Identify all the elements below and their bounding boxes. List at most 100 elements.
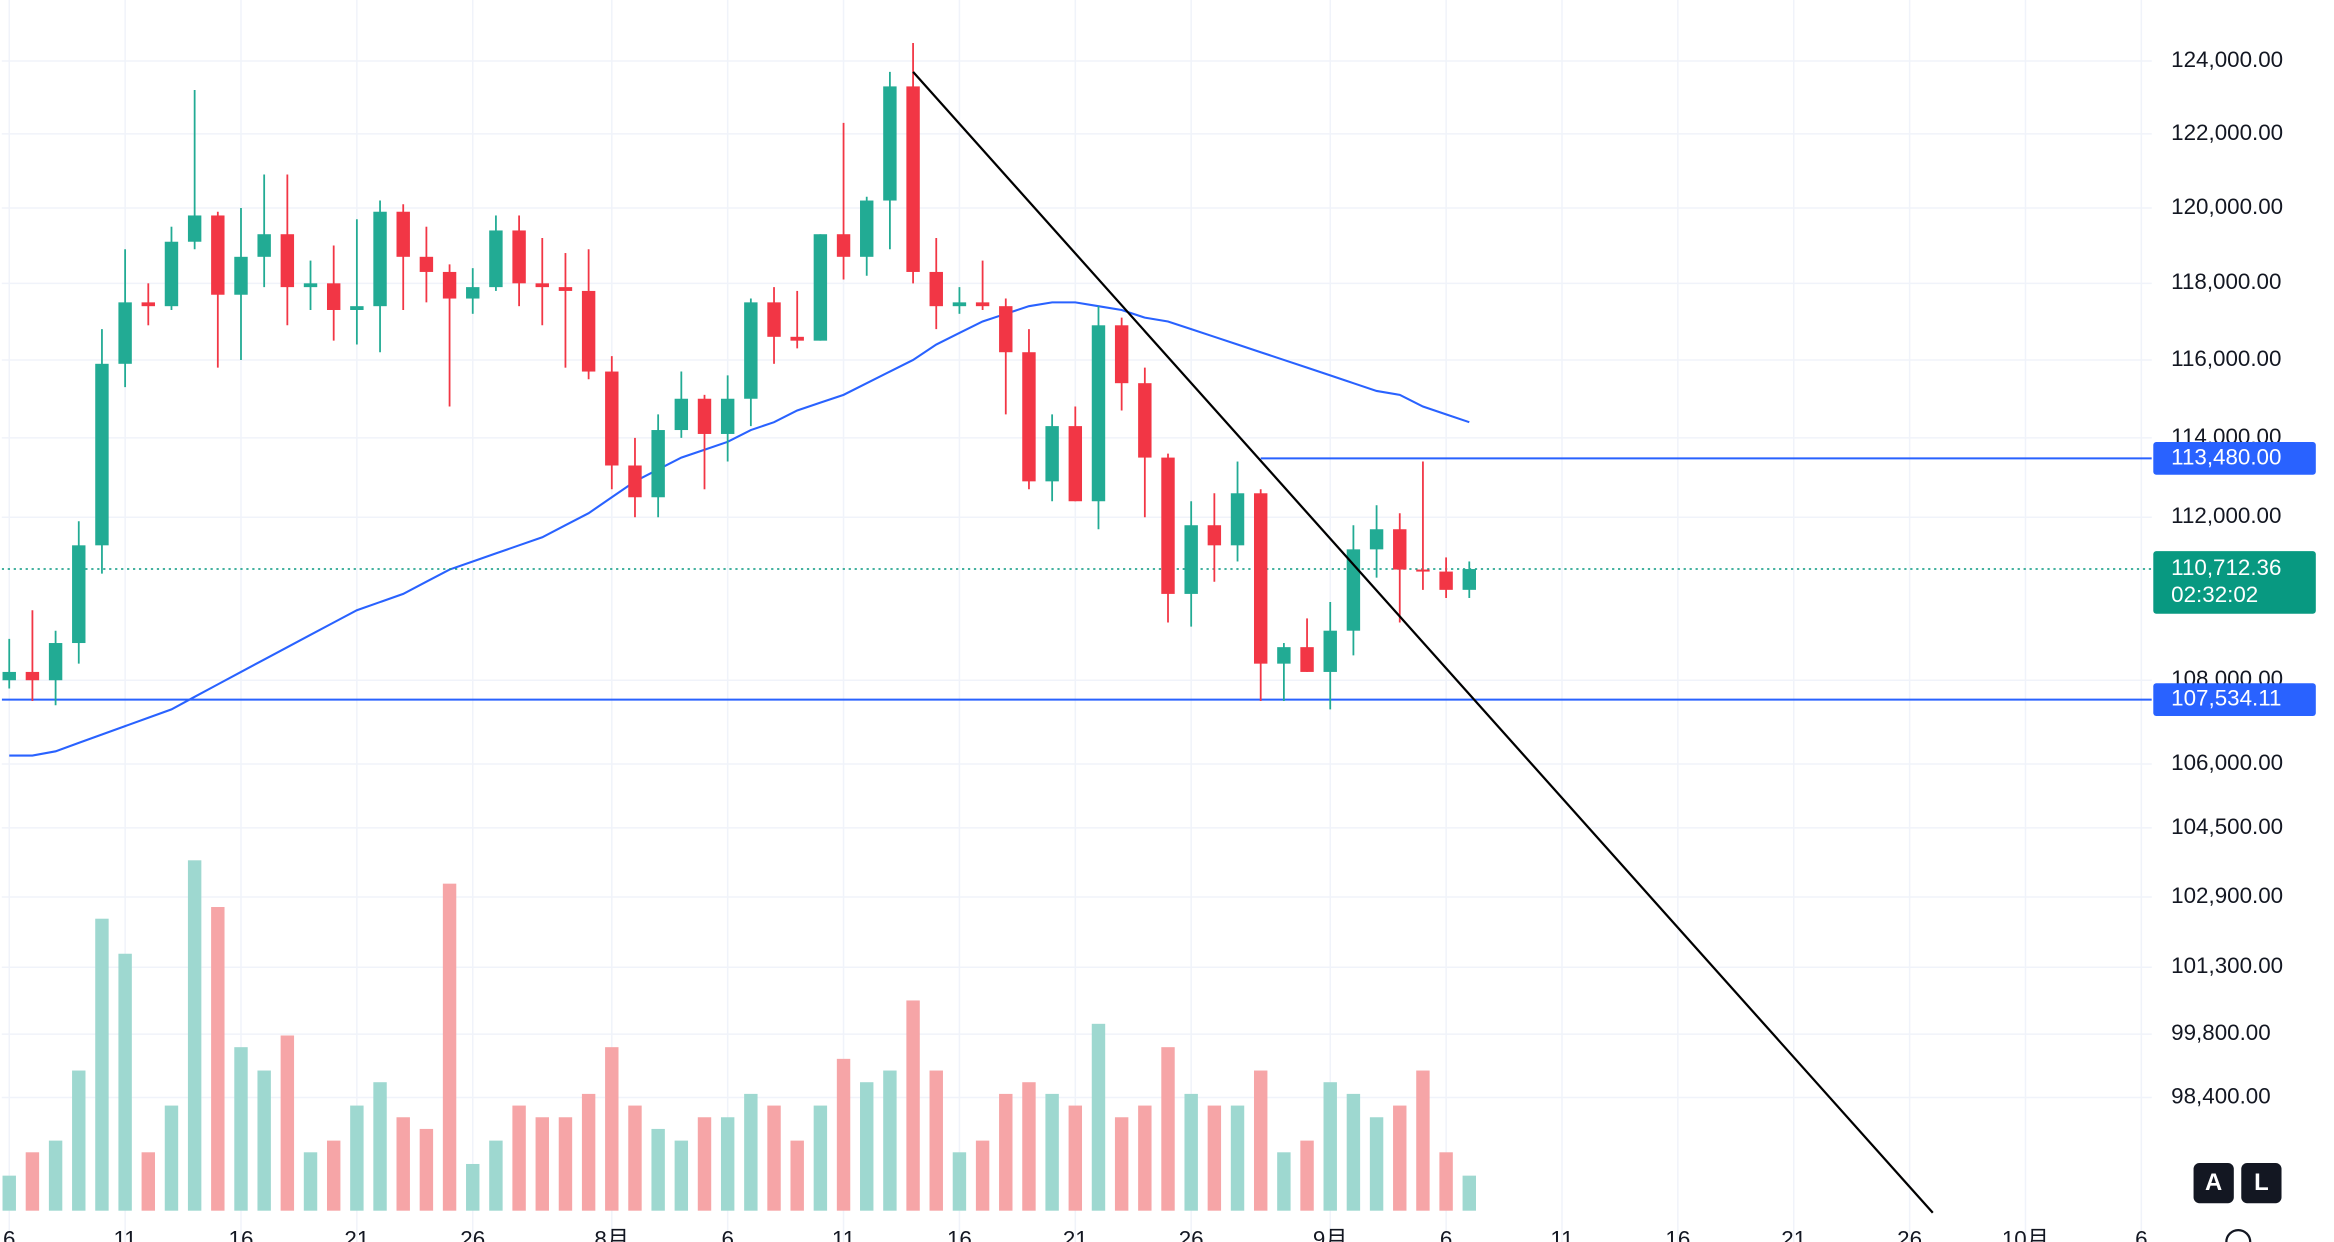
candle-body bbox=[1300, 647, 1314, 672]
x-tick-label: 6 bbox=[3, 1226, 15, 1242]
volume-bar bbox=[1068, 1105, 1083, 1211]
volume-bar bbox=[952, 1152, 967, 1211]
candle-body bbox=[1207, 525, 1222, 546]
grid bbox=[1, 0, 2152, 1242]
candle-body bbox=[999, 306, 1013, 353]
candle-body bbox=[1022, 352, 1036, 482]
candle-body bbox=[326, 283, 341, 310]
current-price-label: 110,712.36 bbox=[2171, 555, 2281, 580]
price-tag bbox=[2153, 683, 2316, 717]
candle-body bbox=[141, 302, 156, 307]
candle-body bbox=[25, 671, 40, 681]
price-axis: 6 11 16 21 26 8月 6 11 16 21 26 9月 6 11 16 21 26 10月 6 124,0… bbox=[3, 47, 2283, 1242]
volume-bar bbox=[141, 1152, 156, 1211]
volume-bar bbox=[790, 1140, 804, 1211]
candle-body bbox=[234, 256, 248, 295]
y-tick-label: 120,000.00 bbox=[2171, 194, 2283, 219]
candle-body bbox=[396, 211, 410, 257]
candle-body bbox=[1346, 549, 1361, 631]
scale-button-label: L bbox=[2254, 1169, 2269, 1196]
settings-icon[interactable] bbox=[2225, 1228, 2252, 1242]
scale-button[interactable] bbox=[2193, 1162, 2234, 1204]
volume-bar bbox=[906, 1000, 920, 1211]
candle-body bbox=[1323, 630, 1337, 672]
candle-body bbox=[929, 271, 943, 307]
volume-bar bbox=[48, 1140, 63, 1211]
candle-body bbox=[1462, 569, 1476, 590]
volume-bar bbox=[350, 1105, 364, 1211]
candle-body bbox=[1393, 529, 1407, 570]
x-tick-label: 26 bbox=[1179, 1226, 1204, 1242]
candle-body bbox=[605, 371, 619, 466]
volume-bar bbox=[558, 1117, 573, 1211]
candle-body bbox=[164, 241, 179, 307]
volume-bar bbox=[674, 1140, 689, 1211]
candle-body bbox=[790, 336, 804, 341]
scale-button[interactable] bbox=[2241, 1162, 2282, 1204]
candle-body bbox=[1184, 525, 1198, 594]
volume-bar bbox=[1439, 1152, 1453, 1211]
trendline bbox=[912, 71, 1934, 1214]
candle-body bbox=[744, 302, 758, 399]
volume-bar bbox=[883, 1070, 897, 1211]
candle-body bbox=[558, 287, 573, 291]
volume-bar bbox=[1207, 1105, 1222, 1211]
candle-body bbox=[257, 234, 271, 257]
y-tick-label: 118,000.00 bbox=[2171, 269, 2281, 294]
x-tick-label: 16 bbox=[947, 1226, 972, 1242]
volume-bar bbox=[280, 1035, 295, 1211]
candle-body bbox=[442, 271, 457, 299]
candle-body bbox=[1138, 383, 1152, 458]
moving-average bbox=[9, 301, 1470, 757]
candle-body bbox=[581, 290, 596, 372]
candle-body bbox=[187, 215, 202, 242]
volume-bar bbox=[1462, 1175, 1476, 1211]
candle-body bbox=[211, 215, 225, 295]
volume-bar bbox=[442, 883, 457, 1211]
volume-bar bbox=[1230, 1105, 1245, 1211]
volume-bar bbox=[1323, 1082, 1337, 1211]
volume-bar bbox=[95, 918, 109, 1211]
candle-body bbox=[1114, 325, 1129, 384]
candle-body bbox=[1416, 569, 1430, 572]
y-tick-label: 124,000.00 bbox=[2171, 47, 2283, 72]
volume-bar bbox=[257, 1070, 271, 1211]
volume-bar bbox=[211, 907, 225, 1211]
volume-bar bbox=[535, 1117, 549, 1211]
x-tick-label: 16 bbox=[229, 1226, 254, 1242]
x-tick-label: 16 bbox=[1665, 1226, 1690, 1242]
volume-bar bbox=[1114, 1117, 1129, 1211]
volume-bar bbox=[1184, 1093, 1198, 1211]
y-tick-label: 106,000.00 bbox=[2171, 750, 2283, 775]
candle-body bbox=[836, 234, 851, 257]
candle-body bbox=[1161, 457, 1175, 594]
volume-bar bbox=[1277, 1152, 1291, 1211]
candle-body bbox=[512, 230, 526, 284]
volume-bar bbox=[651, 1128, 665, 1211]
volume-bar bbox=[581, 1093, 596, 1211]
candle-body bbox=[280, 234, 295, 288]
price-tag-label: 107,534.11 bbox=[2171, 686, 2281, 711]
candle-body bbox=[2, 671, 16, 681]
x-tick-label: 10月 bbox=[2002, 1226, 2049, 1242]
candle-body bbox=[1045, 426, 1059, 482]
candle-body bbox=[813, 234, 828, 341]
current-price-tag bbox=[2153, 551, 2316, 614]
candle-body bbox=[1230, 493, 1245, 546]
candle-body bbox=[883, 86, 897, 201]
plot-area bbox=[1, 42, 2152, 1214]
volume-bar bbox=[1253, 1070, 1268, 1211]
x-tick-label: 21 bbox=[344, 1226, 369, 1242]
volume-bar bbox=[466, 1163, 480, 1211]
price-tag-label: 113,480.00 bbox=[2171, 444, 2281, 469]
volume-bar bbox=[720, 1117, 735, 1211]
candle-body bbox=[767, 302, 781, 337]
volume-bar bbox=[326, 1140, 341, 1211]
y-tick-label: 98,400.00 bbox=[2171, 1083, 2270, 1108]
volume-bar bbox=[1416, 1070, 1430, 1211]
candle-body bbox=[95, 363, 109, 546]
volume-bar bbox=[1091, 1023, 1106, 1211]
volume-bar bbox=[1045, 1093, 1059, 1211]
